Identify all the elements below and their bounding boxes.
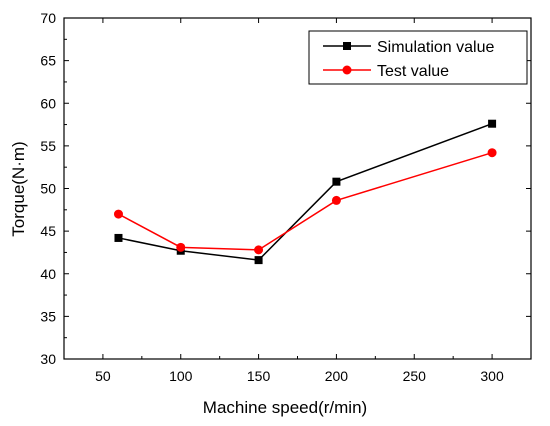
legend-marker [342, 65, 352, 75]
y-tick-label: 30 [40, 351, 56, 367]
y-axis-title: Torque(N·m) [9, 141, 28, 236]
x-tick-label: 50 [95, 368, 111, 384]
legend-box [308, 30, 528, 85]
data-point [487, 148, 497, 158]
x-tick-label: 150 [247, 368, 271, 384]
x-tick-label: 200 [325, 368, 349, 384]
data-point [254, 256, 263, 265]
series-layer [113, 119, 497, 265]
y-tick-label: 50 [40, 181, 56, 197]
y-tick-label: 35 [40, 308, 56, 324]
x-axis: 50 100 150 200 250 300 [95, 18, 504, 384]
data-point [254, 245, 264, 255]
y-tick-label: 55 [40, 138, 56, 154]
series-line-2 [118, 151, 493, 251]
x-tick-label: 250 [403, 368, 427, 384]
data-point [176, 242, 186, 252]
x-axis-title: Machine speed(r/min) [203, 398, 367, 417]
y-tick-label: 70 [40, 10, 56, 26]
y-axis: 30 35 40 45 50 55 60 65 70 [40, 10, 531, 367]
data-point [114, 233, 123, 242]
data-point [331, 195, 341, 205]
data-point [332, 177, 341, 186]
y-tick-label: 60 [40, 95, 56, 111]
x-tick-label: 300 [480, 368, 504, 384]
legend-label: Test value [377, 63, 449, 80]
data-point [488, 119, 497, 128]
y-tick-label: 40 [40, 266, 56, 282]
legend: Simulation value Test value [308, 30, 528, 85]
data-point [113, 209, 123, 219]
y-tick-label: 65 [40, 53, 56, 69]
legend-label: Simulation value [377, 39, 495, 56]
y-tick-label: 45 [40, 223, 56, 239]
series-line-1 [118, 123, 493, 261]
legend-marker [343, 42, 351, 50]
x-tick-label: 100 [169, 368, 193, 384]
